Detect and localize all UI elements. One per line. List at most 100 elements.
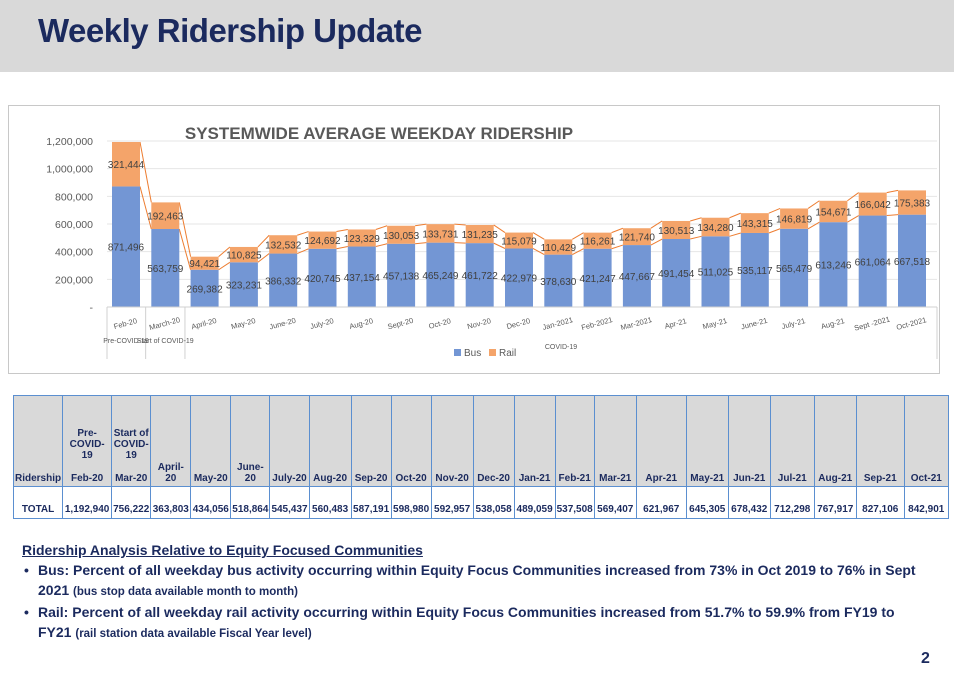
total-cell: 1,192,940 (62, 486, 113, 519)
series-line (650, 238, 663, 246)
series-line (139, 186, 152, 230)
x-tick-label: April-20 (190, 316, 217, 331)
x-tick-label: May-20 (230, 316, 256, 331)
table-header-row: Ridership Pre-COVID-19 Feb-20 Start of COVI… (12, 395, 949, 487)
y-tick-label: 800,000 (55, 191, 93, 203)
header-cell: Jan-21 (513, 395, 556, 487)
header-cell: Mar-21 (593, 395, 637, 487)
data-label-bus: 871,496 (108, 243, 145, 254)
period-label: Start of COVID-19 (113, 428, 149, 461)
total-cell: 489,059 (513, 486, 556, 519)
series-line (768, 208, 781, 214)
bar-rail (151, 202, 180, 230)
data-label-bus: 563,759 (147, 264, 184, 275)
ridership-chart: SYSTEMWIDE AVERAGE WEEKDAY RIDERSHIP - 200… (8, 105, 940, 374)
y-tick-label: 1,200,000 (46, 136, 93, 148)
legend-label-bus: Bus (464, 348, 481, 359)
month-label: Nov-20 (435, 473, 469, 484)
chart-svg: SYSTEMWIDE AVERAGE WEEKDAY RIDERSHIP - 200… (46, 124, 938, 359)
x-tick-label: Nov-20 (466, 316, 492, 331)
total-cell: 767,917 (813, 486, 857, 519)
bar-bus (505, 248, 533, 307)
x-tick-label: June-21 (740, 316, 769, 332)
month-label: Apr-21 (645, 473, 678, 484)
month-label: Aug-20 (313, 473, 348, 484)
total-cell: 756,222 (111, 486, 152, 519)
y-tick-label: 1,000,000 (46, 164, 93, 176)
total-cell: 592,957 (430, 486, 474, 519)
total-cell: 518,864 (230, 486, 271, 519)
bar-rail (308, 231, 337, 249)
data-label-rail: 115,079 (501, 237, 537, 248)
month-label: May-21 (690, 473, 725, 484)
total-cell: 434,056 (190, 486, 232, 519)
chart-title: SYSTEMWIDE AVERAGE WEEKDAY RIDERSHIP (185, 124, 573, 143)
series-line (807, 221, 820, 230)
header-cell: Start of COVID-19 Mar-20 (111, 395, 152, 487)
data-label-bus: 421,247 (580, 274, 617, 285)
bar-rail (740, 213, 769, 233)
data-label-bus: 378,630 (540, 277, 577, 288)
header-cell: Sep-21 (855, 395, 905, 487)
header-band: Weekly Ridership Update (0, 0, 954, 72)
series-line (690, 235, 702, 240)
bar-bus (387, 243, 416, 307)
group-label: Pre-COVID-19 (103, 338, 149, 345)
x-tick-label: Aug-20 (348, 316, 374, 331)
total-cell: 842,901 (903, 486, 949, 519)
series-line (336, 228, 348, 233)
series-line (336, 246, 348, 250)
month-label: Jul-21 (777, 473, 807, 484)
analysis-heading: Ridership Analysis Relative to Equity Fo… (22, 542, 423, 558)
series-line (375, 225, 388, 230)
bar-rail (780, 208, 809, 229)
series-line (415, 223, 427, 227)
series-line (729, 212, 741, 219)
total-cell: 827,106 (855, 486, 905, 519)
data-label-bus: 461,722 (462, 271, 499, 282)
x-tick-label: July-20 (309, 316, 335, 331)
series-line (807, 200, 820, 209)
series-line (218, 246, 231, 258)
header-cell: Jul-21 (769, 395, 815, 487)
bar-rail (229, 246, 258, 263)
data-label-rail: 110,429 (541, 243, 577, 254)
data-label-rail: 321,444 (108, 160, 145, 171)
series-line (297, 248, 309, 255)
x-tick-label: Sept-20 (387, 316, 415, 331)
bus-note: (bus stop data available month to month) (73, 586, 298, 598)
rail-bullet: Rail: Percent of all weekday rail activi… (24, 602, 922, 644)
header-cell: Jun-21 (727, 395, 771, 487)
header-cell-ridership: Ridership (12, 395, 64, 487)
series-line (847, 215, 859, 223)
header-cell: Oct-21 (903, 395, 949, 487)
header-cell: Aug-20 (308, 395, 352, 487)
page-title: Weekly Ridership Update (38, 12, 423, 49)
group-label: Start of COVID-19 (137, 338, 194, 345)
data-label-rail: 121,740 (619, 233, 656, 244)
x-tick-label: Apr-21 (664, 316, 688, 331)
series-line (178, 228, 192, 270)
data-label-rail: 132,532 (265, 240, 302, 251)
total-cell: 363,803 (150, 486, 192, 519)
bar-bus (308, 248, 337, 307)
month-label: Feb-21 (558, 473, 591, 484)
header-cell: Nov-20 (430, 395, 474, 487)
total-cell: 545,437 (269, 486, 310, 519)
bar-bus (426, 242, 455, 307)
data-label-rail: 131,235 (462, 230, 499, 241)
bar-rail (662, 220, 691, 240)
total-cell: 712,298 (769, 486, 815, 519)
analysis-section: Ridership Analysis Relative to Equity Fo… (22, 540, 922, 644)
bar-bus (544, 254, 573, 307)
y-tick-label: 200,000 (55, 274, 93, 286)
month-label: July-20 (272, 473, 307, 484)
header-cell: July-20 (269, 395, 310, 487)
y-tick-label: 400,000 (55, 247, 93, 259)
period-label: Pre-COVID-19 (69, 428, 105, 461)
data-label-rail: 110,825 (226, 251, 262, 262)
header-cell: June-20 (230, 395, 271, 487)
series-line (611, 244, 624, 250)
data-label-bus: 437,154 (344, 273, 381, 284)
